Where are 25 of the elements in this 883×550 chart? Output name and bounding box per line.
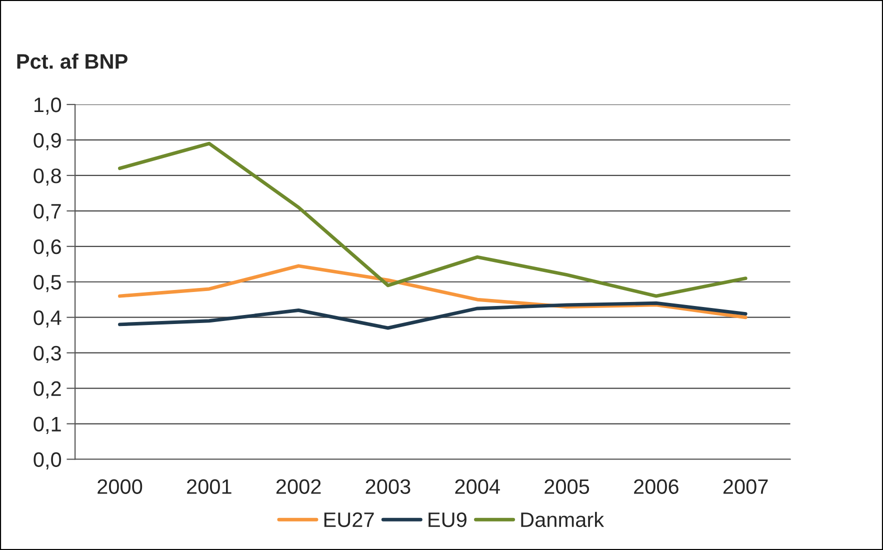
x-tick-label: 2004 <box>455 479 500 494</box>
y-tick-label: 0,1 <box>34 416 61 434</box>
legend-label: EU9 <box>428 512 466 528</box>
x-tick-label: 2003 <box>366 479 410 494</box>
x-tick-label: 2000 <box>98 479 142 494</box>
x-tick-label: 2006 <box>634 479 678 494</box>
y-tick-label: 0,2 <box>34 381 61 399</box>
legend-label: EU27 <box>324 512 374 528</box>
line-series <box>118 301 748 330</box>
y-tick-label: 0,7 <box>34 204 61 222</box>
y-tick-label: 0,6 <box>34 239 61 257</box>
legend-label: Danmark <box>521 512 604 528</box>
y-tick-label: 0,3 <box>34 346 61 364</box>
x-tick-label: 2007 <box>723 479 768 494</box>
y-axis-title: Pct. af BNP <box>17 54 128 69</box>
y-tick-label: 0,5 <box>34 274 61 292</box>
y-tick-label: 0,9 <box>34 132 61 150</box>
x-tick-label: 2002 <box>276 479 321 494</box>
y-tick-label: 0,4 <box>34 310 62 328</box>
line-series <box>118 142 748 298</box>
x-tick-label: 2001 <box>187 479 232 494</box>
y-tick-label: 1,0 <box>34 98 62 115</box>
y-tick-label: 0,8 <box>34 168 61 186</box>
x-tick-label: 2005 <box>544 479 590 494</box>
y-tick-label: 0,0 <box>34 452 62 470</box>
